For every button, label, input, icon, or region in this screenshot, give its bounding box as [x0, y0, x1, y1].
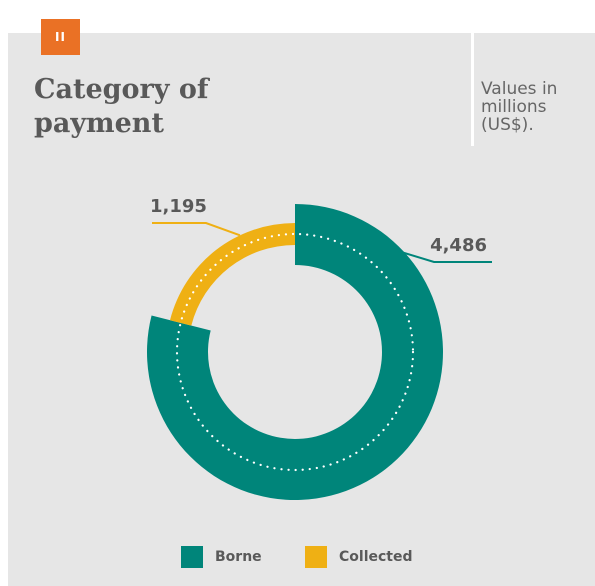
legend-item-borne: Borne [181, 546, 262, 568]
legend-label-collected: Collected [339, 549, 413, 565]
chart-title: Category of payment [34, 74, 209, 139]
slice-collected [169, 223, 295, 326]
title-divider [471, 33, 474, 146]
units-note: Values in millions (US$). [481, 79, 558, 135]
legend-swatch-borne [181, 546, 203, 568]
leader-line-borne [401, 251, 492, 263]
slice-borne [146, 204, 443, 500]
data-label-borne: 4,486 [430, 235, 487, 256]
legend-swatch-collected [305, 546, 327, 568]
data-label-collected: 1,195 [150, 196, 207, 217]
dotted-ring [175, 232, 415, 472]
section-badge: II [41, 19, 80, 55]
legend-label-borne: Borne [215, 549, 262, 565]
legend-item-collected: Collected [305, 546, 413, 568]
leader-line-collected [152, 222, 241, 237]
